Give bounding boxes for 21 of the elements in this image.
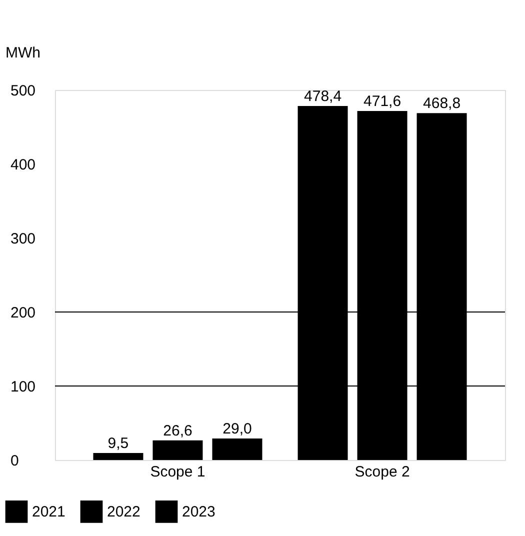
data-label: 26,6 <box>163 422 192 440</box>
y-tick-label: 300 <box>10 230 36 248</box>
legend-label: 2021 <box>32 504 66 521</box>
legend-label: 2023 <box>182 504 216 521</box>
y-tick-label: 400 <box>10 156 36 174</box>
x-tick-label: Scope 2 <box>354 464 410 480</box>
bar <box>152 440 203 460</box>
y-axis-title: MWh <box>6 44 40 62</box>
data-label: 9,5 <box>108 434 129 452</box>
y-tick-label: 200 <box>10 304 36 322</box>
data-label: 29,0 <box>222 420 252 438</box>
data-label: 468,8 <box>423 95 461 112</box>
data-label: 471,6 <box>364 93 402 110</box>
bar <box>93 452 144 460</box>
data-label: 478,4 <box>304 88 342 105</box>
legend-label: 2022 <box>107 504 140 521</box>
y-tick-label: 0 <box>10 452 19 470</box>
x-tick-label: Scope 1 <box>150 464 206 480</box>
y-tick-label: 500 <box>10 82 36 100</box>
y-tick-label: 100 <box>10 378 36 396</box>
bar <box>212 438 262 460</box>
